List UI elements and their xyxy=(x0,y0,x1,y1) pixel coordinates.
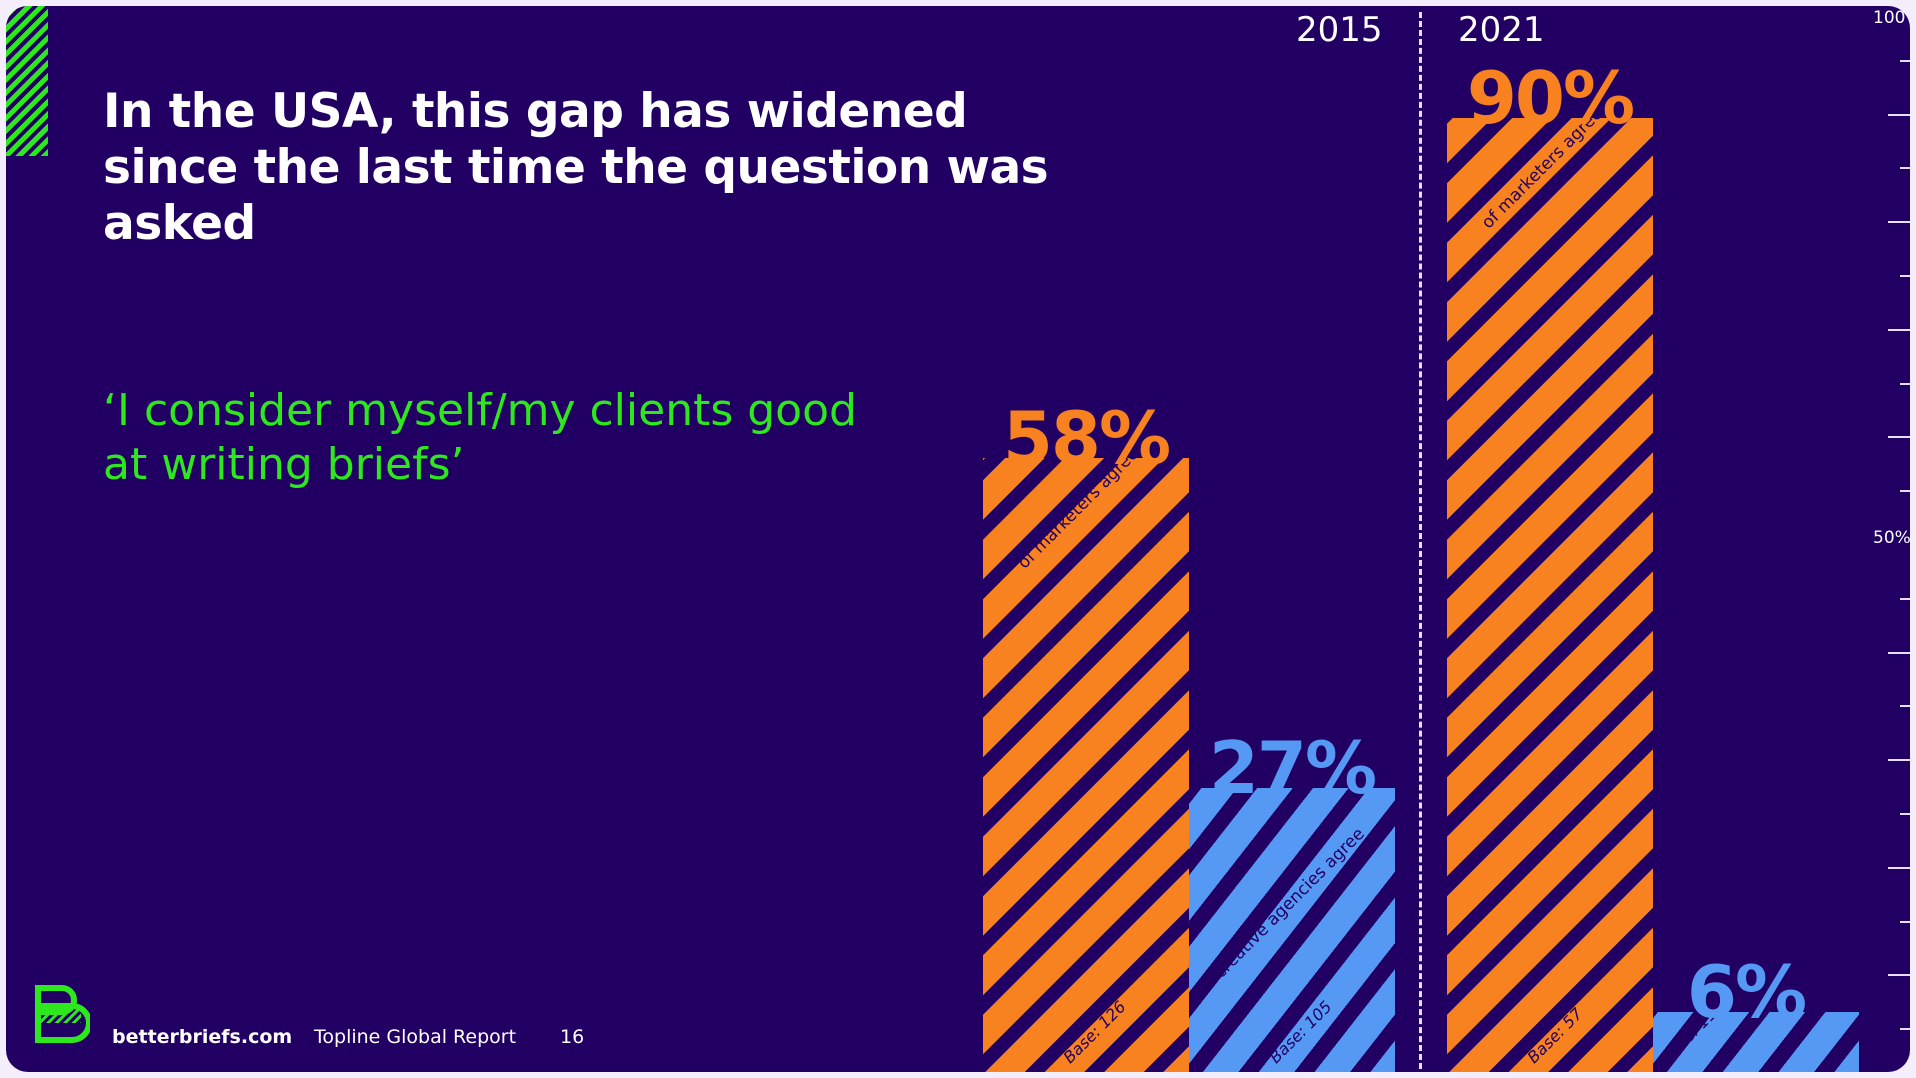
axis-tick xyxy=(1888,974,1910,977)
footer-site-link[interactable]: betterbriefs.com xyxy=(112,1026,293,1048)
bar-2015-marketers: of marketers agree Base: 126 xyxy=(983,458,1189,1072)
axis-tick xyxy=(1888,113,1910,116)
footer-report-name: Topline Global Report xyxy=(314,1026,517,1048)
page-number: 16 xyxy=(560,1026,585,1048)
axis-tick xyxy=(1888,866,1910,869)
axis-tick xyxy=(1900,490,1910,493)
axis-label-50: 50% xyxy=(1873,528,1910,548)
axis-tick xyxy=(1888,221,1910,224)
axis-tick xyxy=(1900,167,1910,170)
axis-tick xyxy=(1900,705,1910,708)
axis-tick xyxy=(1888,328,1910,331)
bar-2021-marketers: of marketers agree Base: 57 xyxy=(1447,117,1653,1072)
axis-tick xyxy=(1900,1028,1910,1031)
year-label-2021: 2021 xyxy=(1458,10,1545,50)
axis-tick xyxy=(1888,436,1910,439)
year-divider xyxy=(1419,12,1422,1072)
axis-tick xyxy=(1900,920,1910,923)
value-label: 58% xyxy=(1002,396,1171,481)
bar-2015-agencies: of creative agencies agree Base: 105 xyxy=(1189,788,1395,1072)
axis-tick xyxy=(1900,382,1910,385)
value-label: 27% xyxy=(1208,726,1377,811)
axis-tick xyxy=(1900,275,1910,277)
axis-tick xyxy=(1900,59,1910,62)
corner-stripe-decoration xyxy=(6,6,48,156)
value-label: 90% xyxy=(1466,55,1635,140)
slide: In the USA, this gap has widened since t… xyxy=(6,6,1910,1072)
betterbriefs-logo-icon xyxy=(35,985,90,1043)
axis-tick xyxy=(1888,759,1910,762)
axis-tick xyxy=(1888,651,1910,654)
axis-tick xyxy=(1900,813,1910,815)
axis-tick xyxy=(1900,597,1910,600)
year-label-2015: 2015 xyxy=(1296,10,1383,50)
value-label: 6% xyxy=(1686,950,1807,1035)
bar-2021-agencies: Base: 115 xyxy=(1653,1012,1859,1072)
bar-chart: of marketers agree Base: 126 58% of creativ… xyxy=(6,6,1910,1072)
y-axis xyxy=(6,6,1910,1072)
axis-label-100: 100% xyxy=(1873,8,1910,28)
survey-quote: ‘I consider myself/my clients good at wr… xyxy=(103,385,857,490)
page-title: In the USA, this gap has widened since t… xyxy=(103,84,1049,251)
